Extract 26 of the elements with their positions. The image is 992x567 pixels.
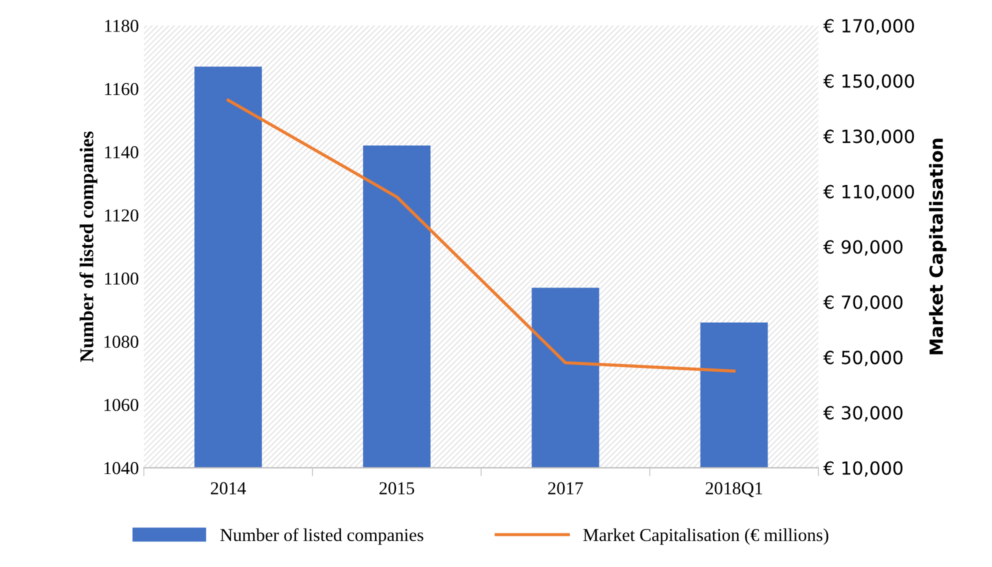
y-tick-label: 1040 bbox=[104, 462, 138, 474]
y2-tick-label: € 50,000 bbox=[823, 350, 902, 366]
y-tick-label: 1120 bbox=[105, 209, 138, 222]
line-series bbox=[226, 98, 736, 373]
y-tick-label: 1180 bbox=[105, 20, 138, 32]
y2-tick-label: € 170,000 bbox=[823, 18, 914, 34]
y2-tick-label: € 90,000 bbox=[823, 240, 902, 256]
y2-tick-label: € 150,000 bbox=[823, 74, 914, 90]
y-tick-label: 1100 bbox=[105, 272, 138, 285]
y2-axis-title: Market Capitalisation bbox=[929, 138, 947, 354]
x-tick-label: 2018Q1 bbox=[706, 482, 762, 498]
x-tick-label: 2017 bbox=[548, 482, 583, 494]
x-tick-label: 2015 bbox=[380, 482, 414, 494]
legend-label: Number of listed companies bbox=[220, 528, 424, 545]
y-tick-label: 1160 bbox=[105, 82, 138, 96]
y2-tick-label: € 130,000 bbox=[823, 130, 914, 146]
y2-tick-label: € 10,000 bbox=[823, 461, 902, 477]
y2-tick-label: € 70,000 bbox=[823, 295, 902, 311]
y2-tick-label: € 110,000 bbox=[823, 184, 914, 200]
y-tick-label: 1140 bbox=[105, 146, 138, 158]
y-tick-label: 1060 bbox=[104, 398, 138, 412]
x-tick-label: 2014 bbox=[210, 482, 246, 494]
y2-tick-label: € 30,000 bbox=[823, 406, 902, 422]
legend-label: Market Capitalisation (€ millions) bbox=[583, 528, 828, 545]
y-tick-label: 1080 bbox=[104, 336, 138, 348]
y-axis-title: Number of listed companies bbox=[79, 131, 98, 362]
